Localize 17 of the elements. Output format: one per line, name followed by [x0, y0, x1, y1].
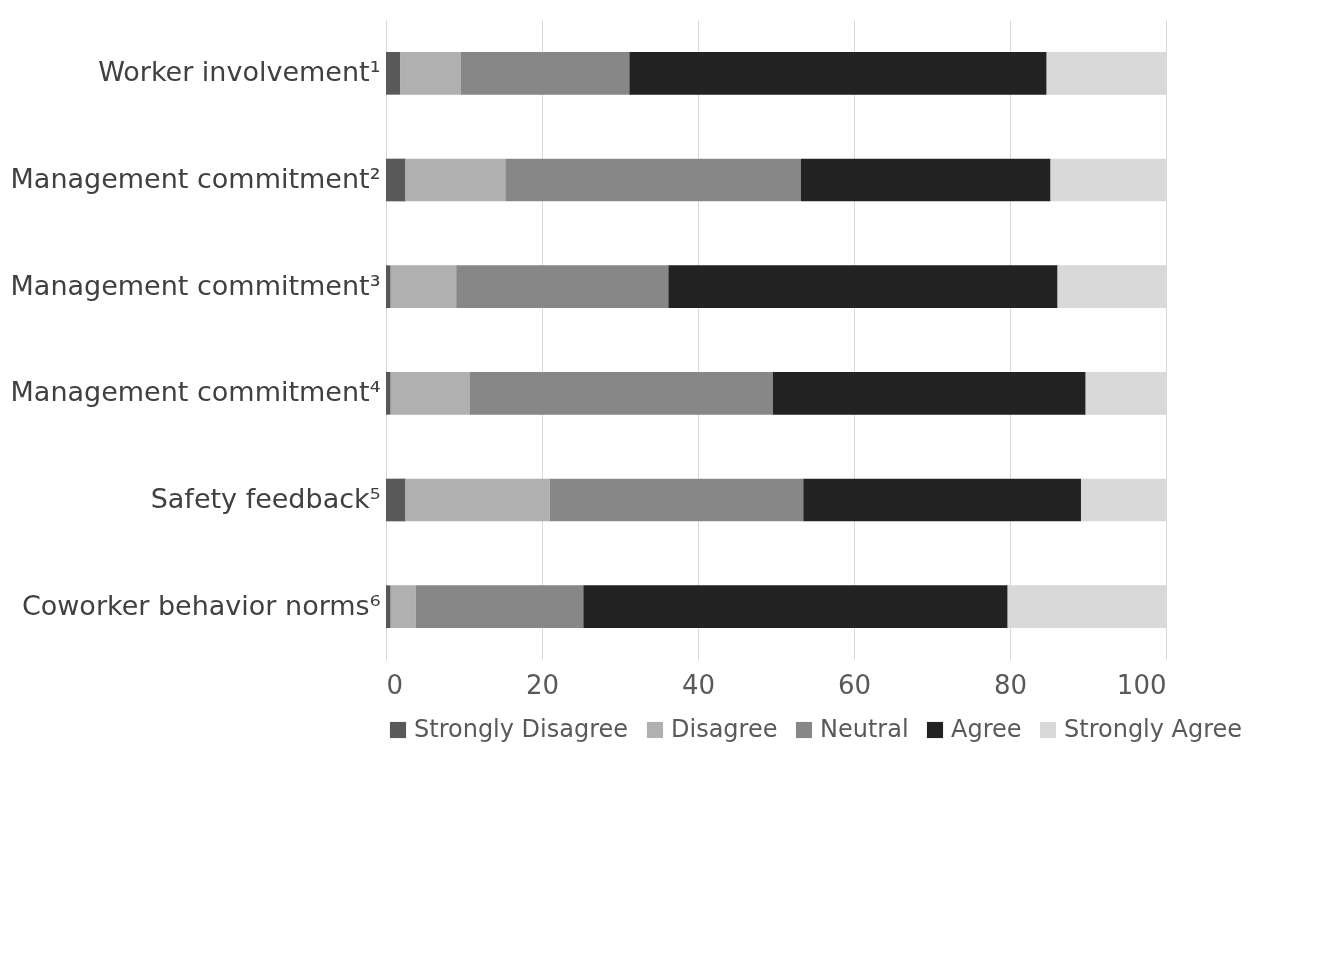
y-tick-label: Safety feedback⁵	[150, 483, 381, 514]
y-tick-label: Management commitment³	[10, 269, 381, 301]
legend-label: Agree	[951, 715, 1022, 743]
legend-label: Neutral	[820, 715, 909, 743]
y-tick-label: Coworker behavior norms⁶	[21, 589, 381, 621]
y-tick-label: Management commitment⁴	[10, 376, 381, 408]
legend-label: Strongly Agree	[1064, 715, 1243, 743]
legend-label: Disagree	[671, 715, 778, 743]
y-tick-label: Worker involvement¹	[98, 56, 381, 88]
x-tick-label: 80	[993, 669, 1028, 700]
x-tick-label: 20	[525, 669, 560, 700]
x-tick-label: 0	[386, 669, 404, 700]
x-tick-label: 100	[1116, 669, 1167, 700]
legend-label: Strongly Disagree	[414, 715, 629, 743]
y-tick-label: Management commitment²	[10, 163, 381, 194]
x-tick-label: 60	[837, 669, 872, 700]
x-tick-label: 40	[681, 669, 716, 700]
